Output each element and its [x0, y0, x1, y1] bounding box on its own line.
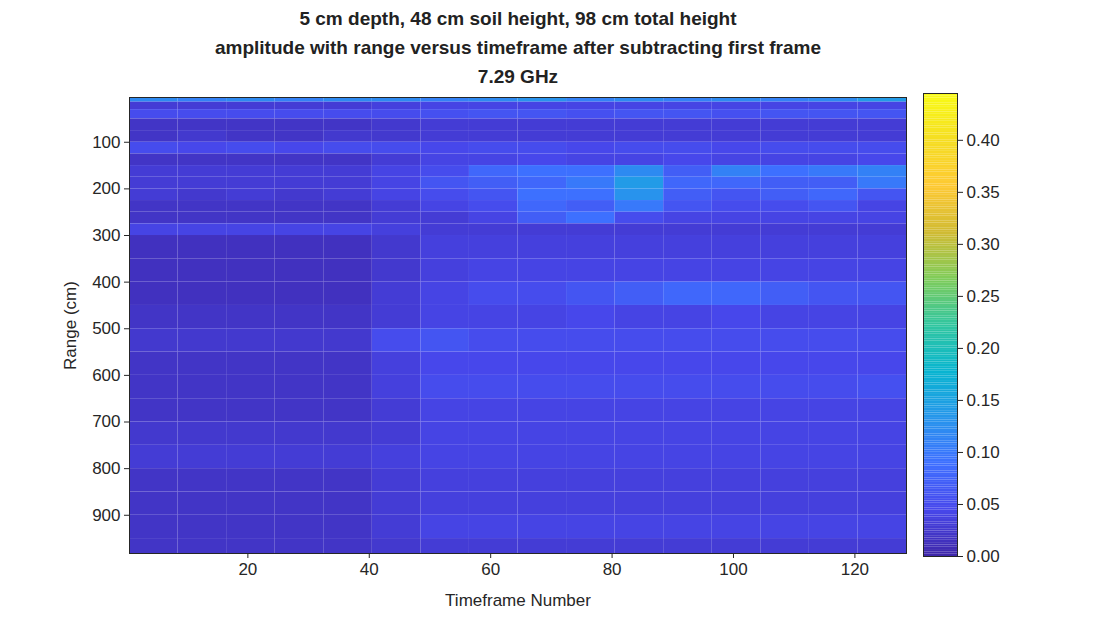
- svg-text:0.10: 0.10: [967, 443, 1000, 462]
- svg-text:0.30: 0.30: [967, 235, 1000, 254]
- svg-text:0.20: 0.20: [967, 339, 1000, 358]
- svg-text:60: 60: [481, 560, 500, 579]
- svg-text:300: 300: [92, 226, 120, 245]
- svg-text:0.35: 0.35: [967, 183, 1000, 202]
- svg-text:Range (cm): Range (cm): [61, 281, 80, 370]
- svg-text:0.40: 0.40: [967, 131, 1000, 150]
- svg-text:0.25: 0.25: [967, 287, 1000, 306]
- svg-text:500: 500: [92, 319, 120, 338]
- svg-text:600: 600: [92, 366, 120, 385]
- svg-text:900: 900: [92, 506, 120, 525]
- svg-text:80: 80: [603, 560, 622, 579]
- html-text:5 cm depth, 48 cm soil height,: 5 cm depth, 48 cm soil height, 98 cm tot…: [299, 8, 737, 29]
- svg-text:0.05: 0.05: [967, 495, 1000, 514]
- svg-text:100: 100: [92, 133, 120, 152]
- svg-text:100: 100: [719, 560, 747, 579]
- svg-text:40: 40: [360, 560, 379, 579]
- html-text:amplitude with range versus ti: amplitude with range versus timeframe af…: [215, 37, 821, 58]
- svg-text:20: 20: [238, 560, 257, 579]
- svg-text:120: 120: [841, 560, 869, 579]
- html-text:7.29 GHz: 7.29 GHz: [477, 66, 559, 87]
- svg-text:800: 800: [92, 459, 120, 478]
- svg-text:400: 400: [92, 273, 120, 292]
- svg-text:Timeframe Number: Timeframe Number: [445, 591, 591, 610]
- svg-text:0.00: 0.00: [967, 547, 1000, 566]
- svg-text:0.15: 0.15: [967, 391, 1000, 410]
- svg-text:200: 200: [92, 179, 120, 198]
- svg-text:700: 700: [92, 412, 120, 431]
